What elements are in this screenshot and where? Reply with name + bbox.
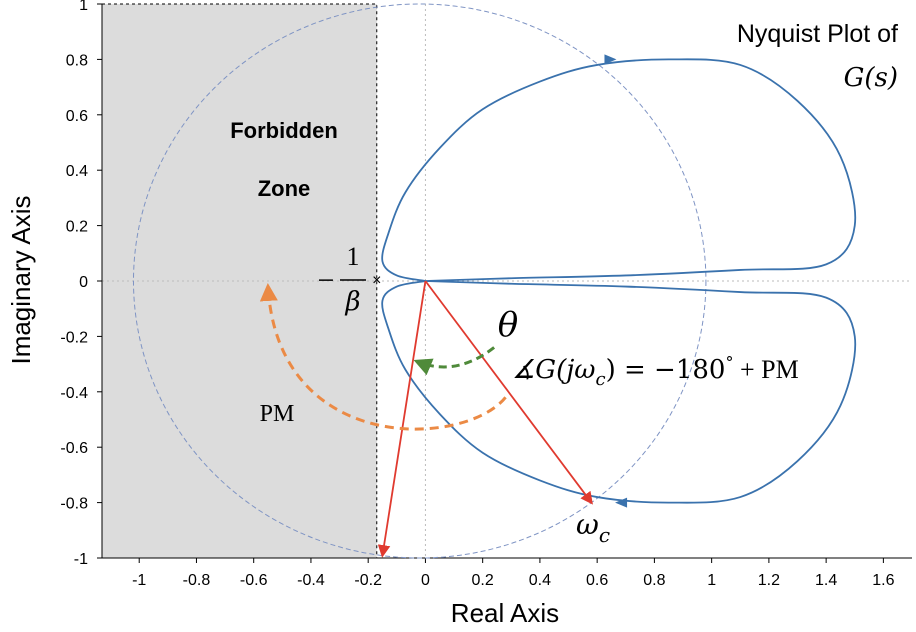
curve-arrow-upper [604, 54, 617, 65]
phase-equation-end: + PM [733, 355, 798, 384]
critical-point-denominator: β [344, 287, 360, 317]
y-tick-label: 0.2 [66, 219, 88, 236]
x-tick-label: 1.6 [872, 572, 894, 589]
x-tick-label: 1.2 [758, 572, 780, 589]
x-tick-label: 0.2 [472, 572, 494, 589]
critical-point-marker: × [372, 272, 381, 289]
x-tick-label: -0.4 [297, 572, 325, 589]
x-tick-label: 1.4 [815, 572, 837, 589]
y-tick-label: -0.8 [60, 496, 88, 513]
crossover-label-subscript: c [599, 523, 610, 547]
x-tick-label: -0.2 [354, 572, 382, 589]
x-tick-label: 0.6 [586, 572, 608, 589]
critical-point-numerator: 1 [347, 242, 360, 271]
x-tick-label: -0.6 [240, 572, 268, 589]
phase-vector [377, 280, 427, 558]
pm-arc-arrow [259, 282, 507, 431]
chart-title-line2: G(s) [844, 63, 898, 93]
nyquist-curve [381, 58, 857, 504]
y-tick-labels: 1 0.8 0.6 0.4 0.2 0 -0.2 -0.4 -0.6 -0.8 -1 [60, 0, 102, 568]
x-tick-label: 1 [707, 572, 716, 589]
critical-point-sign: − [318, 264, 335, 297]
y-axis-label: Imaginary Axis [6, 195, 36, 364]
theta-label: θ [498, 305, 518, 345]
x-tick-label: 0.4 [529, 572, 551, 589]
y-tick-label: -0.4 [60, 385, 88, 402]
y-tick-label: 0 [79, 274, 88, 291]
x-tick-label: 0 [421, 572, 430, 589]
y-tick-label: -1 [74, 551, 88, 568]
y-tick-label: 0.6 [66, 108, 88, 125]
y-tick-label: -0.2 [60, 329, 88, 346]
forbidden-zone-label-line1: Forbidden [230, 118, 338, 143]
forbidden-zone-label-line2: Zone [258, 176, 311, 201]
y-tick-label: 1 [79, 0, 88, 14]
curve-direction-arrows [604, 54, 628, 508]
crossover-label-omega: ω [576, 508, 599, 541]
phase-equation-prefix: ∡G(jω [512, 355, 595, 385]
phase-equation-degree: ° [725, 353, 733, 372]
x-axis-label: Real Axis [451, 598, 559, 628]
x-tick-label: 0.8 [643, 572, 665, 589]
curve-arrow-lower [615, 497, 628, 508]
theta-arc-arrow [413, 346, 496, 376]
unit-circle [132, 3, 707, 559]
y-tick-label: -0.6 [60, 440, 88, 457]
y-tick-label: 0.8 [66, 52, 88, 69]
x-tick-label: -1 [132, 572, 146, 589]
phase-equation-suffix: ) = −180 [606, 355, 726, 385]
x-tick-labels: -1 -0.8 -0.6 -0.4 -0.2 0 0.2 0.4 0.6 0.8 1 1.2 1.4 1.… [132, 558, 895, 589]
x-tick-label: -0.8 [183, 572, 211, 589]
chart-title-line1: Nyquist Plot of [737, 20, 898, 48]
phase-equation: ∡G(jωc) = −180° + PM [512, 353, 799, 390]
pm-label: PM [260, 401, 295, 427]
y-tick-label: 0.4 [66, 163, 88, 180]
crossover-vector [424, 280, 593, 505]
phase-equation-subscript: c [595, 369, 605, 390]
crossover-label: ωc [576, 508, 610, 547]
